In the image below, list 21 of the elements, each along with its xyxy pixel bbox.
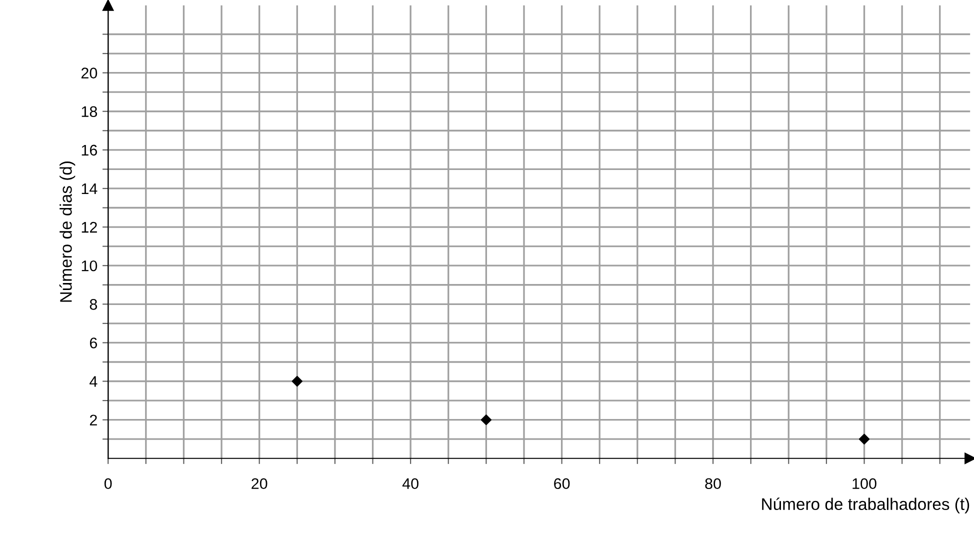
y-tick-label: 12: [82, 222, 97, 233]
y-tick-label: 6: [90, 338, 98, 348]
x-tick-label: 0: [104, 478, 112, 490]
point: [858, 434, 870, 444]
point: [480, 414, 492, 426]
y-tick-label: 16: [82, 144, 98, 156]
y-tick-label: 10: [82, 260, 98, 272]
x-tick-label: 60: [554, 478, 570, 490]
x-tick-label: 20: [252, 478, 268, 490]
y-tick-label: 18: [82, 106, 98, 118]
y-tick-label: 8: [90, 299, 98, 310]
y-axis-title: Número de dias (d): [59, 162, 76, 302]
y-tick-label: 14: [82, 184, 98, 194]
x-tick-label: 80: [705, 478, 721, 490]
x-axis-title: Número de trabalhadores (t): [762, 498, 970, 514]
y-tick-label: 2: [90, 414, 97, 426]
point: [292, 376, 302, 387]
x-tick-label: 100: [852, 478, 876, 490]
x-tick-label: 40: [402, 478, 418, 490]
y-tick-label: 20: [81, 68, 98, 78]
y-tick-label: 4: [90, 376, 98, 387]
